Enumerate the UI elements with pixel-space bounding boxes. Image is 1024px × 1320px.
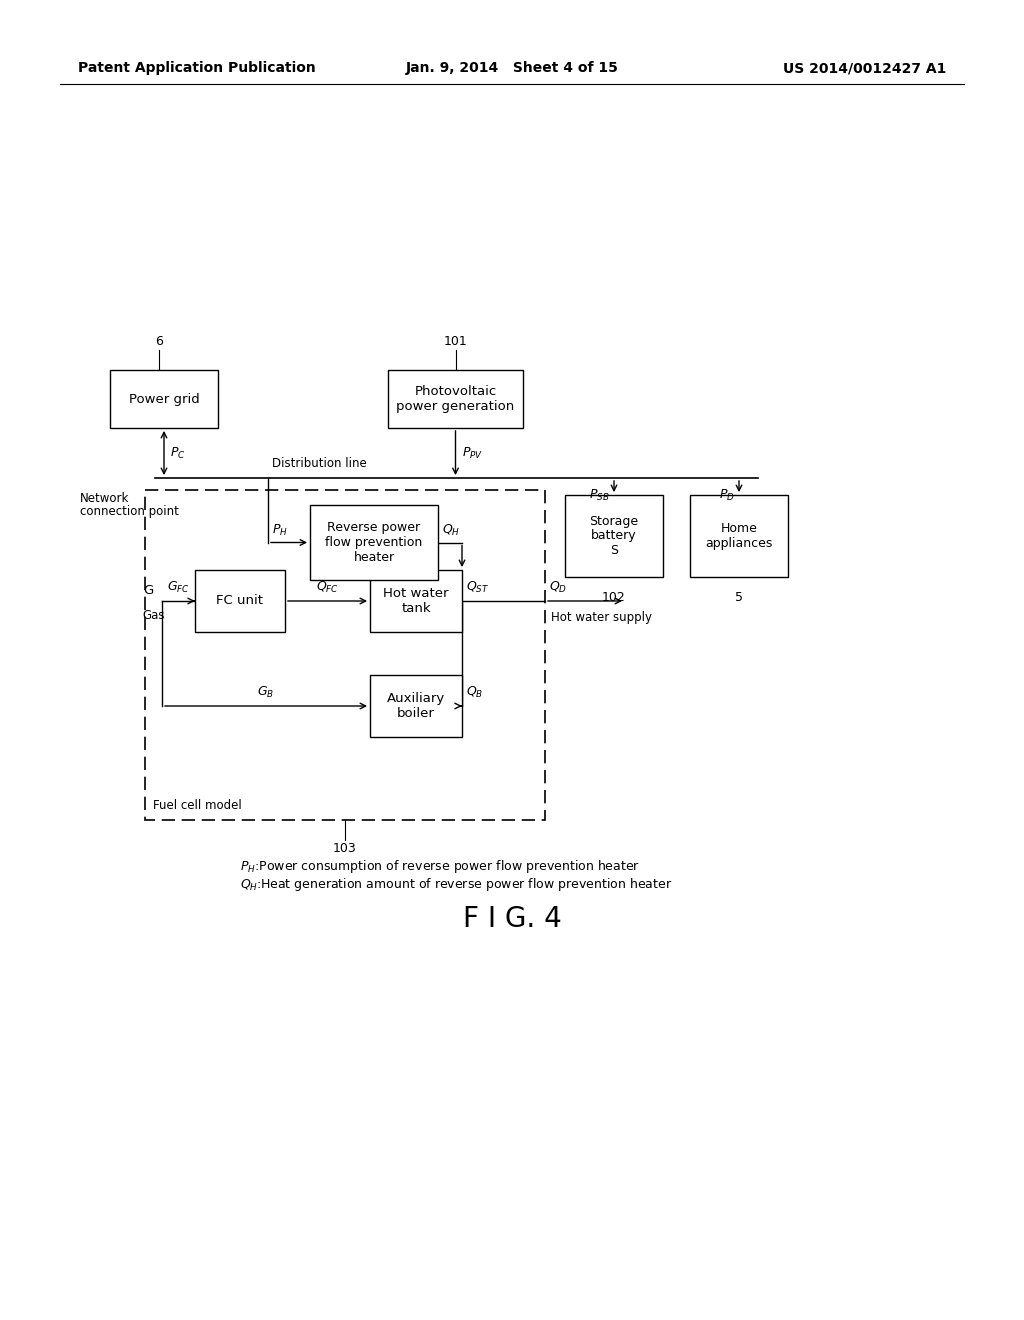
Text: $Q_H$: $Q_H$ (442, 523, 460, 537)
Text: Power grid: Power grid (129, 392, 200, 405)
Text: Auxiliary
boiler: Auxiliary boiler (387, 692, 445, 719)
Text: 103: 103 (333, 842, 357, 855)
Bar (370, 675, 462, 737)
Text: $P_{SB}$: $P_{SB}$ (590, 488, 610, 503)
Text: US 2014/0012427 A1: US 2014/0012427 A1 (782, 61, 946, 75)
Text: $Q_H$:Heat generation amount of reverse power flow prevention heater: $Q_H$:Heat generation amount of reverse … (240, 876, 673, 894)
Text: Photovoltaic
power generation: Photovoltaic power generation (396, 385, 515, 413)
Text: connection point: connection point (80, 506, 179, 517)
Text: $Q_D$: $Q_D$ (549, 579, 567, 595)
Text: $Q_{ST}$: $Q_{ST}$ (466, 579, 489, 595)
Text: 5: 5 (735, 591, 743, 605)
Text: Jan. 9, 2014   Sheet 4 of 15: Jan. 9, 2014 Sheet 4 of 15 (406, 61, 618, 75)
Text: $Q_{FC}$: $Q_{FC}$ (316, 579, 339, 595)
Text: Patent Application Publication: Patent Application Publication (78, 61, 315, 75)
Text: Hot water supply: Hot water supply (551, 611, 652, 624)
Text: 6: 6 (155, 335, 163, 348)
Text: F I G. 4: F I G. 4 (463, 906, 561, 933)
Text: Fuel cell model: Fuel cell model (153, 799, 242, 812)
Bar (690, 495, 788, 577)
Text: Reverse power
flow prevention
heater: Reverse power flow prevention heater (326, 521, 423, 564)
Text: $P_C$: $P_C$ (170, 445, 185, 461)
Text: FC unit: FC unit (216, 594, 263, 607)
Text: Home
appliances: Home appliances (706, 521, 773, 550)
Bar (110, 370, 218, 428)
Bar (370, 570, 462, 632)
Bar (565, 495, 663, 577)
Text: Network: Network (80, 492, 129, 506)
Text: G: G (143, 583, 154, 597)
Text: Storage
battery
S: Storage battery S (590, 515, 639, 557)
Text: $P_H$:Power consumption of reverse power flow prevention heater: $P_H$:Power consumption of reverse power… (240, 858, 640, 875)
Text: Hot water
tank: Hot water tank (383, 587, 449, 615)
Bar (195, 570, 285, 632)
Text: Gas: Gas (142, 609, 165, 622)
Text: 102: 102 (602, 591, 626, 605)
Text: 101: 101 (443, 335, 467, 348)
Bar (310, 506, 438, 579)
Text: $P_{PV}$: $P_{PV}$ (462, 445, 482, 461)
Bar (388, 370, 523, 428)
Text: $P_H$: $P_H$ (272, 523, 288, 537)
Text: $G_B$: $G_B$ (257, 685, 274, 700)
Bar (145, 490, 545, 820)
Text: $P_D$: $P_D$ (719, 488, 735, 503)
Text: $G_{FC}$: $G_{FC}$ (167, 579, 189, 595)
Text: $Q_B$: $Q_B$ (466, 685, 483, 700)
Text: Distribution line: Distribution line (272, 457, 367, 470)
